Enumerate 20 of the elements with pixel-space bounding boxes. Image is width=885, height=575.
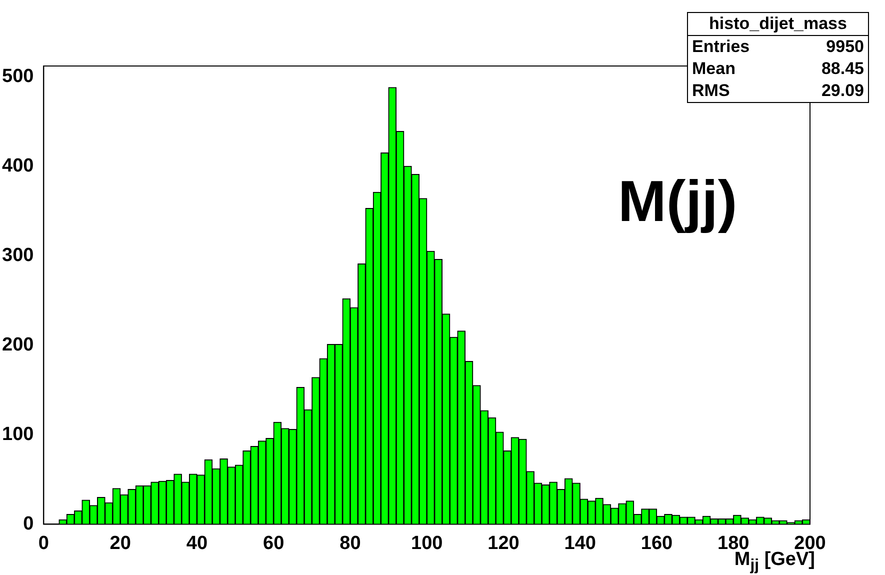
y-tick-label: 300 xyxy=(2,244,34,266)
x-tick-label: 140 xyxy=(564,532,596,554)
x-tick-label: 40 xyxy=(186,532,208,554)
y-tick-label: 100 xyxy=(2,424,34,445)
x-tick-label: 20 xyxy=(110,532,131,554)
text: Entries 9950 xyxy=(692,37,864,56)
text: Mean 88.45 xyxy=(692,59,864,78)
x-tick-label: 80 xyxy=(340,532,361,554)
text: histo_dijet_mass xyxy=(688,13,868,36)
x-tick-label: 100 xyxy=(411,532,443,554)
y-tick-label: 400 xyxy=(2,155,34,176)
annotation: M(jj) xyxy=(618,168,738,235)
y-tick-label: 0 xyxy=(23,513,34,534)
x-tick-label: 160 xyxy=(640,532,673,554)
x-tick-label: 0 xyxy=(38,532,49,554)
y-tick-label: 500 xyxy=(2,66,34,87)
y-tick-label: 200 xyxy=(2,334,34,356)
x-tick-label: 120 xyxy=(488,532,520,554)
text: RMS 29.09 xyxy=(692,81,864,100)
x-tick-label: 60 xyxy=(263,532,284,554)
